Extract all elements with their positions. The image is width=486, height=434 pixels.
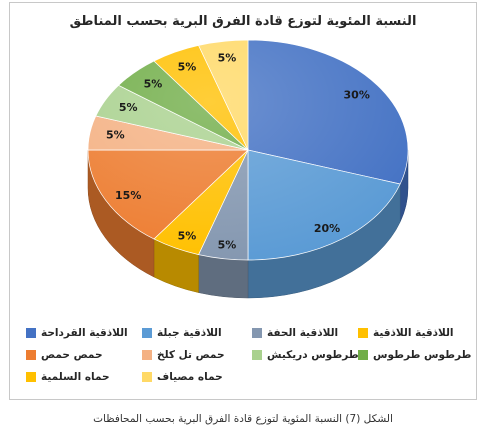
- legend-label: طرطوس طرطوس: [373, 349, 472, 361]
- data-label-4: 15%: [115, 189, 141, 202]
- legend-swatch: [26, 350, 36, 360]
- pie-highlight: [88, 40, 408, 260]
- legend-item: طرطوس طرطوس: [358, 344, 476, 366]
- legend-label: طرطوس دريكيش: [267, 349, 359, 361]
- data-label-9: 5%: [218, 52, 237, 65]
- data-label-8: 5%: [178, 61, 197, 74]
- legend-label: حمص حمص: [41, 349, 103, 361]
- legend-swatch: [142, 328, 152, 338]
- legend-swatch: [26, 328, 36, 338]
- data-label-5: 5%: [106, 129, 125, 142]
- legend-label: حماه السلمية: [41, 371, 110, 383]
- legend-item: حمص تل كلخ: [142, 344, 252, 366]
- legend-label: اللاذقية جبلة: [157, 327, 222, 339]
- pie-chart: 30% 20% 5% 5% 15% 5% 5% 5% 5% 5%: [87, 39, 409, 299]
- legend-swatch: [26, 372, 36, 382]
- legend-item: حماه السلمية: [26, 366, 142, 388]
- legend-swatch: [142, 350, 152, 360]
- pie-slices: [87, 39, 409, 261]
- data-label-2: 5%: [218, 238, 237, 251]
- legend-swatch: [252, 328, 262, 338]
- legend-label: حمص تل كلخ: [157, 349, 225, 361]
- legend-label: اللاذقية القرداحة: [41, 327, 128, 339]
- legend-item: حمص حمص: [26, 344, 142, 366]
- data-label-7: 5%: [144, 78, 163, 91]
- legend-swatch: [252, 350, 262, 360]
- data-label-1: 20%: [314, 222, 340, 235]
- legend-item: طرطوس دريكيش: [252, 344, 359, 366]
- pie-data-labels: 30% 20% 5% 5% 15% 5% 5% 5% 5% 5%: [106, 52, 370, 252]
- legend-item: حماه مصياف: [142, 366, 252, 388]
- legend-label: حماه مصياف: [157, 371, 223, 383]
- legend-swatch: [142, 372, 152, 382]
- legend-swatch: [358, 350, 368, 360]
- pie-sides: [87, 149, 409, 299]
- data-label-0: 30%: [344, 89, 370, 102]
- legend-item: اللاذقية القرداحة: [26, 322, 142, 344]
- legend-item: اللاذقية اللاذقية: [358, 322, 476, 344]
- legend-label: اللاذقية اللاذقية: [373, 327, 454, 339]
- legend-label: اللاذقية الحفة: [267, 327, 339, 339]
- chart-title: النسبة المئوية لتوزع قادة الفرق البرية ب…: [69, 14, 417, 29]
- legend-item: اللاذقية جبلة: [142, 322, 252, 344]
- chart-legend: اللاذقية القرداحة اللاذقية جبلة اللاذقية ا…: [26, 322, 476, 388]
- legend-item: اللاذقية الحفة: [252, 322, 358, 344]
- data-label-3: 5%: [178, 229, 197, 242]
- pie-slice-side-2: [198, 254, 249, 299]
- data-label-6: 5%: [119, 101, 138, 114]
- legend-swatch: [358, 328, 368, 338]
- figure-caption: الشكل (7) النسبة المئوية لتوزع قادة الفر…: [93, 413, 393, 425]
